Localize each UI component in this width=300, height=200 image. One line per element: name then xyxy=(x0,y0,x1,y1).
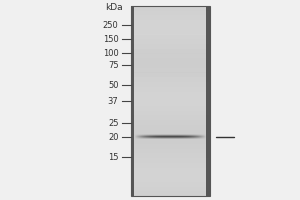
Bar xyxy=(130,49,210,53)
Text: 100: 100 xyxy=(103,48,118,58)
Bar xyxy=(130,144,210,148)
Bar xyxy=(130,34,210,39)
Text: 250: 250 xyxy=(103,21,118,29)
Bar xyxy=(130,106,210,110)
Bar xyxy=(130,96,210,101)
Bar xyxy=(130,44,210,49)
Text: 20: 20 xyxy=(108,132,119,142)
Bar xyxy=(130,148,210,153)
Text: 50: 50 xyxy=(108,81,119,90)
Text: 37: 37 xyxy=(108,97,118,106)
Bar xyxy=(130,68,210,73)
Bar xyxy=(130,25,210,30)
Text: 75: 75 xyxy=(108,60,119,70)
Bar xyxy=(130,182,210,186)
Bar xyxy=(130,125,210,130)
Bar xyxy=(130,115,210,120)
Bar xyxy=(130,30,210,35)
Bar xyxy=(130,16,210,20)
Bar xyxy=(130,72,210,77)
Bar xyxy=(130,120,210,125)
Text: kDa: kDa xyxy=(105,3,123,12)
Bar xyxy=(130,177,210,182)
Text: 150: 150 xyxy=(103,34,118,44)
Bar xyxy=(130,6,210,196)
Bar xyxy=(130,20,210,25)
Bar xyxy=(130,168,210,172)
Bar xyxy=(130,6,210,11)
Bar xyxy=(130,6,210,196)
Bar xyxy=(130,153,210,158)
Bar xyxy=(130,130,210,134)
Text: 15: 15 xyxy=(108,152,119,162)
Text: 25: 25 xyxy=(108,118,119,128)
Bar xyxy=(130,39,210,44)
Bar xyxy=(130,163,210,168)
Bar xyxy=(130,110,210,115)
Bar xyxy=(130,87,210,92)
Bar xyxy=(130,6,134,196)
Bar xyxy=(130,92,210,96)
Bar xyxy=(130,53,210,58)
Bar xyxy=(206,6,210,196)
Bar xyxy=(130,58,210,63)
Bar xyxy=(130,11,210,15)
Bar xyxy=(130,191,210,196)
Bar xyxy=(130,186,210,191)
Bar xyxy=(130,77,210,82)
Bar xyxy=(130,101,210,106)
Bar xyxy=(130,172,210,177)
Bar xyxy=(130,158,210,163)
Bar xyxy=(130,82,210,87)
Bar xyxy=(130,63,210,68)
Bar xyxy=(130,139,210,144)
Bar xyxy=(130,134,210,139)
